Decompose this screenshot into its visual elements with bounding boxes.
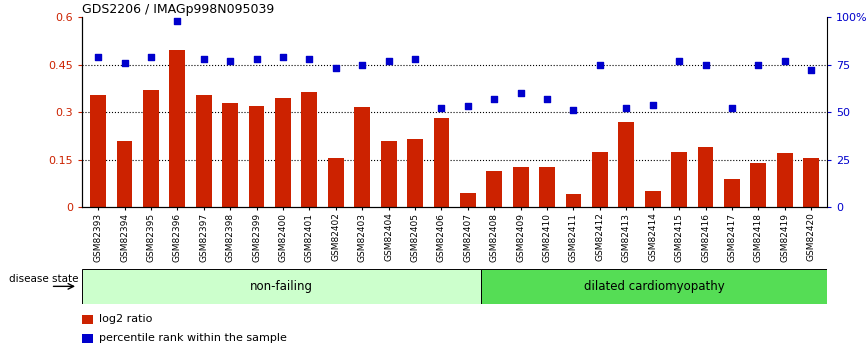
Bar	[565, 194, 581, 207]
Bar	[328, 158, 344, 207]
Bar	[249, 106, 264, 207]
Bar	[698, 147, 714, 207]
Point	[672, 58, 686, 64]
Bar	[82, 269, 481, 304]
Bar	[196, 95, 211, 207]
Bar	[487, 171, 502, 207]
Bar	[143, 90, 158, 207]
Text: percentile rank within the sample: percentile rank within the sample	[99, 333, 287, 343]
Point	[435, 106, 449, 111]
Bar	[592, 152, 608, 207]
Bar	[777, 153, 792, 207]
Text: non-failing: non-failing	[250, 280, 313, 293]
Point	[778, 58, 792, 64]
Point	[302, 56, 316, 62]
Bar	[381, 141, 397, 207]
Point	[699, 62, 713, 68]
Point	[329, 66, 343, 71]
Bar	[407, 139, 423, 207]
Bar	[724, 179, 740, 207]
Bar	[82, 315, 94, 324]
Bar	[645, 191, 661, 207]
Text: log2 ratio: log2 ratio	[99, 314, 152, 324]
Bar	[540, 167, 555, 207]
Bar	[301, 91, 317, 207]
Point	[805, 68, 818, 73]
Point	[461, 104, 475, 109]
Bar	[751, 163, 766, 207]
Point	[171, 18, 184, 24]
Point	[725, 106, 739, 111]
Bar	[618, 122, 634, 207]
Point	[408, 56, 422, 62]
Point	[276, 54, 290, 60]
Bar	[804, 158, 819, 207]
Point	[118, 60, 132, 66]
Bar	[481, 269, 827, 304]
Bar	[460, 193, 475, 207]
Point	[223, 58, 237, 64]
Point	[355, 62, 369, 68]
Point	[540, 96, 554, 101]
Point	[593, 62, 607, 68]
Point	[91, 54, 105, 60]
Bar	[275, 98, 291, 207]
Text: GDS2206 / IMAGp998N095039: GDS2206 / IMAGp998N095039	[82, 3, 275, 16]
Point	[382, 58, 396, 64]
Point	[646, 102, 660, 107]
Point	[488, 96, 501, 101]
Bar	[434, 118, 449, 207]
Bar	[223, 103, 238, 207]
Point	[144, 54, 158, 60]
Bar	[671, 152, 687, 207]
Bar	[513, 167, 528, 207]
Point	[752, 62, 766, 68]
Point	[197, 56, 210, 62]
Text: dilated cardiomyopathy: dilated cardiomyopathy	[584, 280, 725, 293]
Point	[619, 106, 633, 111]
Bar	[354, 107, 370, 207]
Point	[514, 90, 527, 96]
Point	[249, 56, 263, 62]
Point	[566, 108, 580, 113]
Bar	[117, 141, 132, 207]
Bar	[170, 50, 185, 207]
Bar	[90, 95, 106, 207]
Bar	[82, 334, 94, 343]
Text: disease state: disease state	[10, 274, 79, 284]
